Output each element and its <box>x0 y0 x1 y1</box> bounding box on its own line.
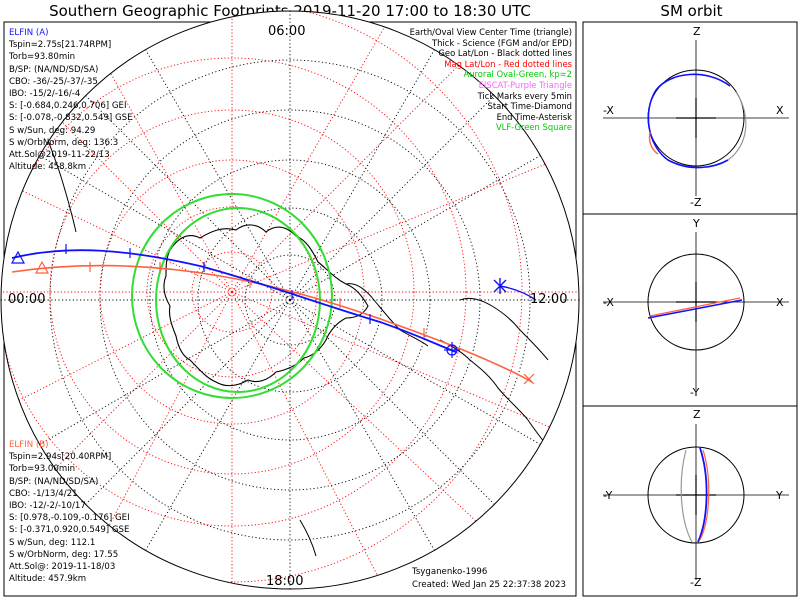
sm1-right-label: X <box>776 104 784 117</box>
sm-orbit-title: SM orbit <box>660 2 723 20</box>
south-america-coast-2 <box>459 297 549 361</box>
sm1-left-label: -X <box>603 104 614 117</box>
elfin-a-ticks <box>65 244 371 324</box>
elfin-b-view-triangle <box>34 260 50 274</box>
sm2-left-label: -X <box>603 296 614 309</box>
sm1-top-label: Z <box>693 25 701 38</box>
elfin-a-line: B/SP: (NA/ND/SD/SA) <box>9 64 99 75</box>
elfin-b-line: S w/Sun, deg: 112.1 <box>9 537 96 548</box>
legend-item: Earth/Oval View Center Time (triangle) <box>409 27 572 37</box>
elfin-b-ticks <box>89 262 425 338</box>
time-label-top: 06:00 <box>268 24 306 39</box>
elfin-a-info: ELFIN (A) Tspin=2.75s[21.74RPM] Torb=93.… <box>9 27 133 173</box>
elfin-b-info: ELFIN (B) Tspin=2.94s[20.40RPM] Torb=93.… <box>9 439 130 585</box>
legend-item: VLF-Green Square <box>495 122 572 133</box>
legend-item: End Time-Asterisk <box>496 111 572 122</box>
sm3-bottom-label: -Z <box>690 576 702 589</box>
elfin-b-line: S: [-0.371,0.920,0.549] GSE <box>9 525 130 536</box>
elfin-a-line: S w/Sun, deg: 94.29 <box>9 125 96 136</box>
sm3-right-label: Y <box>776 489 783 502</box>
south-america-coast <box>439 339 553 453</box>
elfin-a-line: Tspin=2.75s[21.74RPM] <box>9 40 112 51</box>
sm2-top-label: Y <box>693 217 700 230</box>
elfin-b-line: Altitude: 457.9km <box>9 574 87 585</box>
time-label-right: 12:00 <box>530 292 568 307</box>
sm3-left-label: -Y <box>603 489 613 502</box>
sm-panel-xz <box>603 40 789 196</box>
elfin-a-line: Att.Sol@2019-11-22/13 <box>9 150 110 161</box>
antarctic-peninsula <box>345 283 429 347</box>
created-label: Created: Wed Jan 25 22:37:38 2023 <box>412 580 566 590</box>
legend-item: Thick - Science (FGM and/or EPD) <box>431 37 572 48</box>
elfin-a-name: ELFIN (A) <box>9 28 49 38</box>
elfin-a-line: S: [-0.078,-0.832,0.549] GSE <box>9 113 133 124</box>
elfin-a-track <box>11 249 457 353</box>
elfin-a-line: IBO: -15/2/-16/-4 <box>9 89 81 100</box>
map-globe <box>1 11 579 589</box>
sm2-bottom-label: -Y <box>690 386 700 399</box>
elfin-b-line: Tspin=2.94s[20.40RPM] <box>9 452 112 463</box>
sm3-top-label: Z <box>693 408 701 421</box>
time-label-bottom: 18:00 <box>266 574 304 589</box>
elfin-b-line: Att.Sol@: 2019-11-18/03 <box>9 562 116 573</box>
elfin-b-end-asterisk <box>523 373 535 385</box>
sm1-bottom-label: -Z <box>690 196 702 209</box>
auroral-oval-outer <box>131 193 333 399</box>
globe-outline <box>0 10 580 590</box>
sm-panel-xy <box>603 232 789 390</box>
model-label: Tsyganenko-1996 <box>412 567 488 577</box>
legend-item: Mag Lat/Lon - Red dotted lines <box>444 58 572 69</box>
legend-item: Auroral Oval-Green, kp=2 <box>463 69 572 80</box>
elfin-b-line: B/SP: (NA/ND/SD/SA) <box>9 476 99 487</box>
time-label-left: 00:00 <box>8 292 46 307</box>
sm2-right-label: X <box>776 296 784 309</box>
elfin-a-view-triangle <box>10 250 26 264</box>
elfin-a-start-asterisk <box>493 278 507 294</box>
sm-panel-frame-yz <box>582 405 798 597</box>
sm-panel-yz <box>603 424 789 580</box>
legend-item: Tick Marks every 5min <box>477 90 572 101</box>
elfin-b-name: ELFIN (B) <box>9 440 49 450</box>
elfin-b-line: S w/OrbNorm, deg: 17.55 <box>9 549 119 560</box>
elfin-b-line: S: [0.978,-0.109,-0.176] GEI <box>9 513 130 524</box>
elfin-a-line: Torb=93.80min <box>9 52 76 63</box>
elfin-a-line: S w/OrbNorm, deg: 136.3 <box>9 137 119 148</box>
elfin-b-track <box>11 264 533 383</box>
nz-coast <box>299 519 317 557</box>
legend-item: Geo Lat/Lon - Black dotted lines <box>438 48 572 59</box>
elfin-a-line: CBO: -36/-25/-37/-35 <box>9 76 98 87</box>
legend-item: EISCAT-Purple Triangle <box>478 79 572 90</box>
elfin-b-line: IBO: -12/-2/-10/17 <box>9 501 86 512</box>
elfin-a-track-2 <box>499 285 537 301</box>
elfin-a-end-cluster <box>444 342 460 358</box>
map-legend: Earth/Oval View Center Time (triangle) T… <box>410 27 572 133</box>
elfin-b-line: CBO: -1/13/4/21 <box>9 488 78 499</box>
elfin-b-line: Torb=93.00min <box>9 464 76 475</box>
antarctica-coastline <box>163 224 369 387</box>
elfin-a-line: Altitude: 458.8km <box>9 162 87 173</box>
legend-item: Start Time-Diamond <box>487 101 572 112</box>
elfin-a-line: S: [-0.684,0.246,0.706] GEI <box>9 101 127 112</box>
